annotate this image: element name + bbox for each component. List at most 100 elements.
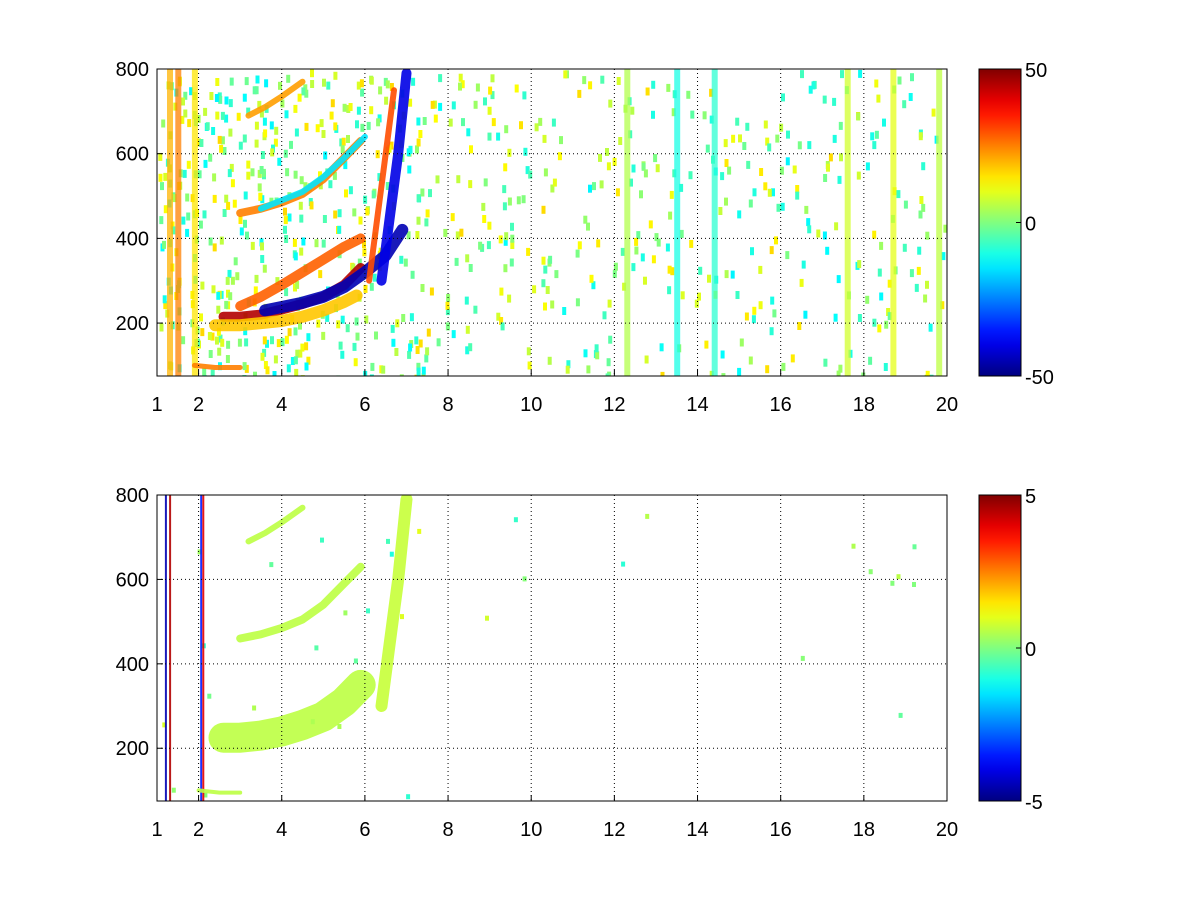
speckle bbox=[362, 240, 366, 248]
speckle bbox=[346, 135, 350, 143]
speckle bbox=[503, 237, 508, 246]
speckle bbox=[822, 95, 827, 104]
speckle bbox=[465, 254, 470, 263]
speckle bbox=[575, 249, 580, 258]
speckle bbox=[280, 338, 285, 347]
speckle bbox=[362, 248, 367, 257]
speckle bbox=[865, 295, 870, 304]
speckle bbox=[244, 77, 249, 86]
speckle bbox=[181, 216, 186, 225]
speckle bbox=[557, 152, 562, 161]
speckle bbox=[418, 339, 423, 348]
speckle bbox=[918, 210, 923, 219]
speckle bbox=[811, 81, 816, 90]
speckle bbox=[319, 119, 324, 128]
speckle bbox=[360, 123, 365, 132]
speckle bbox=[941, 252, 946, 261]
speckle bbox=[458, 82, 462, 91]
speckle bbox=[925, 280, 929, 289]
speckle bbox=[220, 111, 225, 120]
speckle bbox=[896, 190, 901, 199]
speckle bbox=[737, 367, 742, 376]
speckle bbox=[158, 152, 163, 161]
speckle bbox=[245, 231, 249, 240]
speckle bbox=[594, 344, 599, 353]
speckle bbox=[468, 264, 473, 272]
speckle bbox=[226, 201, 231, 210]
speckle bbox=[765, 137, 770, 146]
speckle bbox=[752, 306, 757, 315]
speckle bbox=[559, 136, 563, 145]
x-tick-label: 14 bbox=[686, 819, 708, 841]
speckle bbox=[322, 78, 326, 87]
speckle bbox=[751, 315, 756, 324]
speckle bbox=[293, 170, 298, 179]
x-tick-label: 1 bbox=[151, 394, 162, 416]
speckle bbox=[199, 139, 204, 147]
speckle bbox=[295, 349, 300, 358]
speckle bbox=[513, 517, 518, 523]
speckle bbox=[163, 205, 168, 214]
speckle bbox=[445, 307, 450, 316]
speckle bbox=[680, 291, 685, 300]
speckle bbox=[792, 165, 797, 174]
speckle bbox=[823, 174, 828, 182]
speckle bbox=[671, 108, 676, 117]
speckle bbox=[688, 171, 693, 180]
speckle bbox=[861, 372, 866, 376]
speckle bbox=[339, 138, 344, 147]
speckle bbox=[804, 205, 809, 214]
speckle bbox=[416, 117, 421, 126]
speckle bbox=[270, 336, 274, 345]
speckle bbox=[340, 145, 345, 154]
speckle bbox=[795, 191, 800, 200]
speckle bbox=[376, 118, 381, 127]
speckle bbox=[454, 257, 459, 266]
speckle bbox=[328, 180, 333, 189]
speckle bbox=[426, 328, 431, 337]
speckle bbox=[422, 117, 427, 125]
speckle bbox=[232, 199, 237, 208]
speckle bbox=[406, 148, 411, 157]
speckle bbox=[774, 236, 778, 245]
speckle bbox=[203, 159, 208, 168]
speckle bbox=[237, 338, 242, 347]
speckle bbox=[415, 346, 420, 354]
speckle bbox=[797, 322, 802, 330]
speckle bbox=[391, 338, 396, 347]
speckle bbox=[337, 724, 342, 729]
speckle bbox=[261, 168, 266, 177]
x-tick-label: 12 bbox=[603, 394, 625, 416]
speckle bbox=[274, 126, 279, 135]
speckle bbox=[832, 134, 837, 143]
speckle bbox=[631, 263, 636, 272]
speckle bbox=[375, 150, 380, 159]
speckle bbox=[465, 325, 470, 334]
speckle bbox=[797, 141, 802, 150]
speckle bbox=[355, 120, 359, 129]
speckle bbox=[161, 119, 166, 128]
speckle bbox=[919, 196, 924, 204]
speckle bbox=[171, 787, 176, 793]
speckle bbox=[239, 227, 244, 236]
speckle bbox=[250, 241, 255, 250]
speckle bbox=[212, 243, 217, 252]
speckle bbox=[333, 122, 338, 131]
speckle bbox=[771, 188, 775, 197]
speckle bbox=[872, 318, 877, 327]
harmonic-curve-6 bbox=[257, 133, 368, 212]
speckle bbox=[490, 91, 495, 100]
speckle bbox=[199, 313, 203, 322]
harmonic-curve-5 bbox=[196, 788, 243, 795]
speckle bbox=[451, 330, 456, 339]
speckle bbox=[534, 123, 539, 132]
harmonic-curve-2 bbox=[236, 562, 365, 643]
speckle bbox=[230, 276, 235, 285]
speckle bbox=[898, 712, 903, 718]
speckle bbox=[424, 218, 429, 227]
speckle bbox=[321, 130, 326, 138]
speckle bbox=[262, 117, 267, 126]
speckle bbox=[363, 284, 368, 293]
